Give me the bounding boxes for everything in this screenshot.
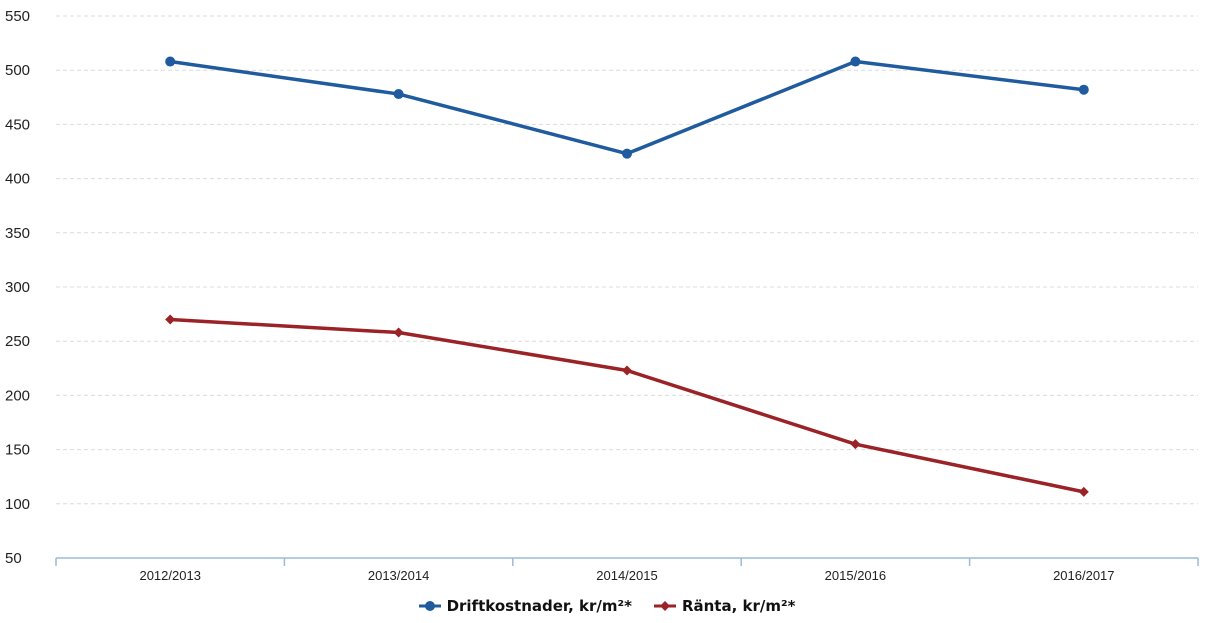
y-tick-label: 550 [5, 8, 30, 25]
data-point [165, 314, 176, 325]
data-point [393, 327, 404, 338]
data-point [622, 148, 632, 159]
x-tick-label: 2016/2017 [1053, 568, 1114, 583]
y-tick-label: 250 [5, 333, 30, 350]
chart-plot-area: 50 100 150 200 250 300 350 400 450 500 550 2012/201… [5, 8, 1199, 583]
legend-label-driftkostnader: Driftkostnader, kr/m²* [446, 597, 632, 615]
legend-label-ranta: Ränta, kr/m²* [681, 597, 796, 615]
series-line-driftkostnader [169, 59, 1085, 156]
y-tick-label: 350 [5, 225, 30, 242]
y-tick-label: 400 [5, 171, 30, 188]
y-tick-label: 100 [5, 496, 30, 513]
legend-marker-diamond-icon [653, 601, 676, 611]
series-line-ranta [170, 317, 1085, 494]
data-point [393, 89, 404, 100]
legend-marker-circle-icon [418, 601, 441, 611]
y-tick-label: 500 [5, 62, 30, 79]
y-tick-label: 150 [5, 442, 30, 459]
legend-item-driftkostnader: Driftkostnader, kr/m²* [418, 597, 632, 615]
data-point [165, 56, 176, 67]
data-point [850, 56, 861, 67]
chart-legend: Driftkostnader, kr/m²* Ränta, kr/m²* [0, 597, 1214, 615]
y-tick-label: 200 [5, 387, 30, 404]
x-tick-label: 2014/2015 [596, 568, 657, 583]
data-point [622, 365, 632, 376]
y-tick-label: 300 [5, 279, 30, 296]
data-point [850, 439, 861, 450]
x-tick-label: 2013/2014 [368, 568, 429, 583]
data-point [1078, 84, 1089, 95]
x-tick-label: 2015/2016 [825, 568, 886, 583]
data-point [1078, 486, 1089, 497]
y-tick-label: 450 [5, 116, 30, 133]
legend-item-ranta: Ränta, kr/m²* [653, 597, 796, 615]
y-tick-label: 50 [5, 550, 22, 567]
x-tick-label: 2012/2013 [139, 568, 200, 583]
